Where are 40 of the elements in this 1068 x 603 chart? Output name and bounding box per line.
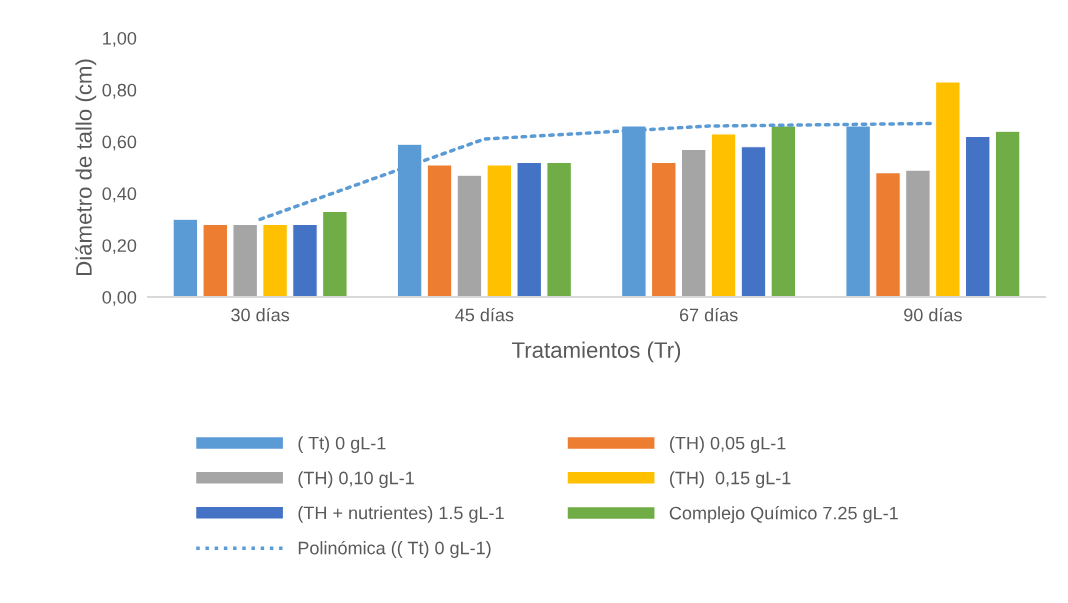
bar xyxy=(292,223,318,297)
bar xyxy=(172,218,199,297)
bar xyxy=(994,130,1021,297)
bar xyxy=(546,161,572,297)
y-tick-label: 0,40 xyxy=(102,187,137,203)
legend-label: (TH) 0,10 gL-1 xyxy=(298,471,414,488)
bar xyxy=(322,210,348,297)
y-tick-label: 0,80 xyxy=(102,83,137,99)
bar xyxy=(650,161,677,297)
bar xyxy=(202,223,229,297)
legend-label: (TH) 0,05 gL-1 xyxy=(670,436,786,454)
legend-label: (TH) 0,15 gL-1 xyxy=(670,471,791,488)
y-tick-label: 1,00 xyxy=(103,31,137,47)
bar xyxy=(935,81,961,297)
bar xyxy=(426,164,453,297)
bar xyxy=(516,161,543,297)
bar xyxy=(456,174,483,297)
y-tick-label: 0,20 xyxy=(102,239,137,255)
x-tick-label: 45 días xyxy=(455,307,514,322)
legend-label: Complejo Químico 7.25 gL-1 xyxy=(669,506,898,524)
legend-label: (TH + nutrientes) 1.5 gL-1 xyxy=(298,506,504,523)
legend-label: Polinómica (( Tt) 0 gL-1) xyxy=(298,540,491,558)
bar xyxy=(710,133,737,297)
legend-label: ( Tt) 0 gL-1 xyxy=(298,436,386,454)
bar xyxy=(964,135,991,297)
x-tick-label: 90 días xyxy=(904,307,962,322)
bar xyxy=(905,169,931,297)
x-tick-label: 67 días xyxy=(679,307,738,322)
x-axis-title: Tratamientos (Tr) xyxy=(512,341,681,363)
bar xyxy=(232,223,258,297)
bar xyxy=(680,148,707,297)
x-tick-label: 30 días xyxy=(231,307,290,322)
bar xyxy=(875,172,901,297)
bar xyxy=(486,164,513,297)
bar xyxy=(740,146,767,297)
bar xyxy=(262,223,288,297)
y-tick-label: 0,00 xyxy=(102,290,137,306)
bar xyxy=(770,125,797,297)
y-axis-title: Diámetro de tallo (cm) xyxy=(75,59,97,275)
y-tick-label: 0,60 xyxy=(102,135,137,151)
